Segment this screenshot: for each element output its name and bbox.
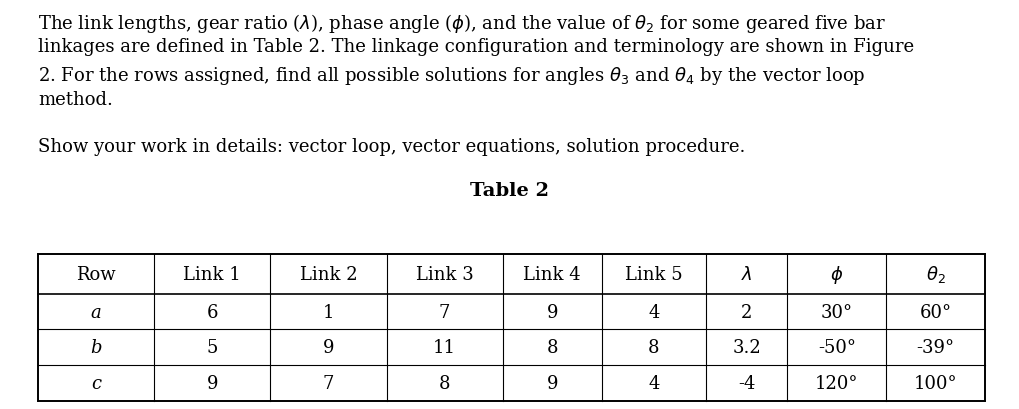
Text: 100°: 100° — [913, 374, 957, 392]
Text: linkages are defined in Table 2. The linkage configuration and terminology are s: linkages are defined in Table 2. The lin… — [38, 38, 913, 56]
Text: 3.2: 3.2 — [732, 339, 760, 357]
Text: 7: 7 — [438, 303, 450, 321]
Text: Link 4: Link 4 — [523, 265, 581, 283]
Text: Link 2: Link 2 — [300, 265, 357, 283]
Text: 2. For the rows assigned, find all possible solutions for angles $\theta_3$ and : 2. For the rows assigned, find all possi… — [38, 65, 865, 87]
Text: 8: 8 — [438, 374, 450, 392]
Text: 5: 5 — [207, 339, 218, 357]
Text: 7: 7 — [322, 374, 334, 392]
Text: $\lambda$: $\lambda$ — [740, 265, 752, 283]
Text: 8: 8 — [647, 339, 659, 357]
Text: 9: 9 — [322, 339, 334, 357]
Text: Link 5: Link 5 — [625, 265, 682, 283]
Text: Table 2: Table 2 — [470, 182, 549, 200]
Text: Show your work in details: vector loop, vector equations, solution procedure.: Show your work in details: vector loop, … — [38, 138, 745, 155]
Text: 9: 9 — [206, 374, 218, 392]
Text: Link 3: Link 3 — [416, 265, 473, 283]
Text: 6: 6 — [206, 303, 218, 321]
Text: -4: -4 — [738, 374, 755, 392]
Text: 9: 9 — [546, 303, 557, 321]
Text: 2: 2 — [741, 303, 752, 321]
Text: 4: 4 — [647, 374, 659, 392]
Text: $\theta_2$: $\theta_2$ — [925, 264, 945, 285]
Text: Link 1: Link 1 — [183, 265, 240, 283]
Text: 4: 4 — [647, 303, 659, 321]
Text: b: b — [91, 339, 102, 357]
Bar — [38, 254, 984, 401]
Text: Row: Row — [76, 265, 116, 283]
Text: $\phi$: $\phi$ — [829, 263, 843, 285]
Text: 120°: 120° — [814, 374, 858, 392]
Text: 11: 11 — [433, 339, 455, 357]
Text: c: c — [91, 374, 101, 392]
Text: a: a — [91, 303, 101, 321]
Text: 30°: 30° — [820, 303, 852, 321]
Text: method.: method. — [38, 91, 113, 109]
Text: The link lengths, gear ratio ($\lambda$), phase angle ($\phi$), and the value of: The link lengths, gear ratio ($\lambda$)… — [38, 12, 886, 35]
Text: 9: 9 — [546, 374, 557, 392]
Text: -39°: -39° — [916, 339, 954, 357]
Text: -50°: -50° — [817, 339, 855, 357]
Text: 8: 8 — [546, 339, 557, 357]
Text: 1: 1 — [322, 303, 334, 321]
Text: 60°: 60° — [919, 303, 951, 321]
